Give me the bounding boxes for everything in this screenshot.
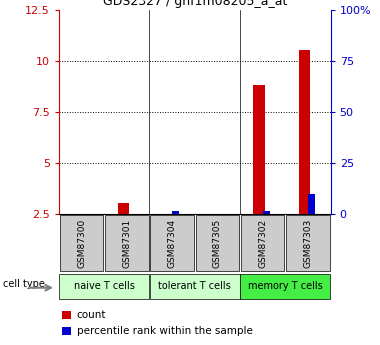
Text: GSM87301: GSM87301: [122, 219, 131, 268]
Bar: [196, 215, 239, 272]
Text: GSM87305: GSM87305: [213, 219, 222, 268]
Text: GSM87300: GSM87300: [77, 219, 86, 268]
Bar: [286, 215, 330, 272]
Bar: [59, 274, 149, 299]
Bar: [241, 215, 284, 272]
Bar: [150, 274, 239, 299]
Text: tolerant T cells: tolerant T cells: [158, 281, 231, 291]
Text: memory T cells: memory T cells: [248, 281, 323, 291]
Text: naive T cells: naive T cells: [74, 281, 135, 291]
Text: percentile rank within the sample: percentile rank within the sample: [76, 326, 252, 336]
Bar: [253, 85, 265, 214]
Bar: [150, 215, 194, 272]
Text: GSM87302: GSM87302: [258, 219, 267, 268]
Bar: [299, 50, 310, 214]
Bar: [117, 203, 129, 214]
Title: GDS2327 / gnf1m08205_a_at: GDS2327 / gnf1m08205_a_at: [103, 0, 287, 8]
Bar: [62, 327, 71, 335]
Text: GSM87303: GSM87303: [304, 219, 312, 268]
Bar: [62, 311, 71, 319]
Bar: [60, 215, 103, 272]
Bar: [263, 211, 270, 214]
Bar: [241, 274, 330, 299]
Bar: [308, 194, 315, 214]
Text: count: count: [76, 310, 106, 321]
Text: cell type: cell type: [3, 279, 45, 289]
Text: GSM87304: GSM87304: [168, 219, 177, 268]
Bar: [173, 211, 179, 214]
Bar: [105, 215, 149, 272]
